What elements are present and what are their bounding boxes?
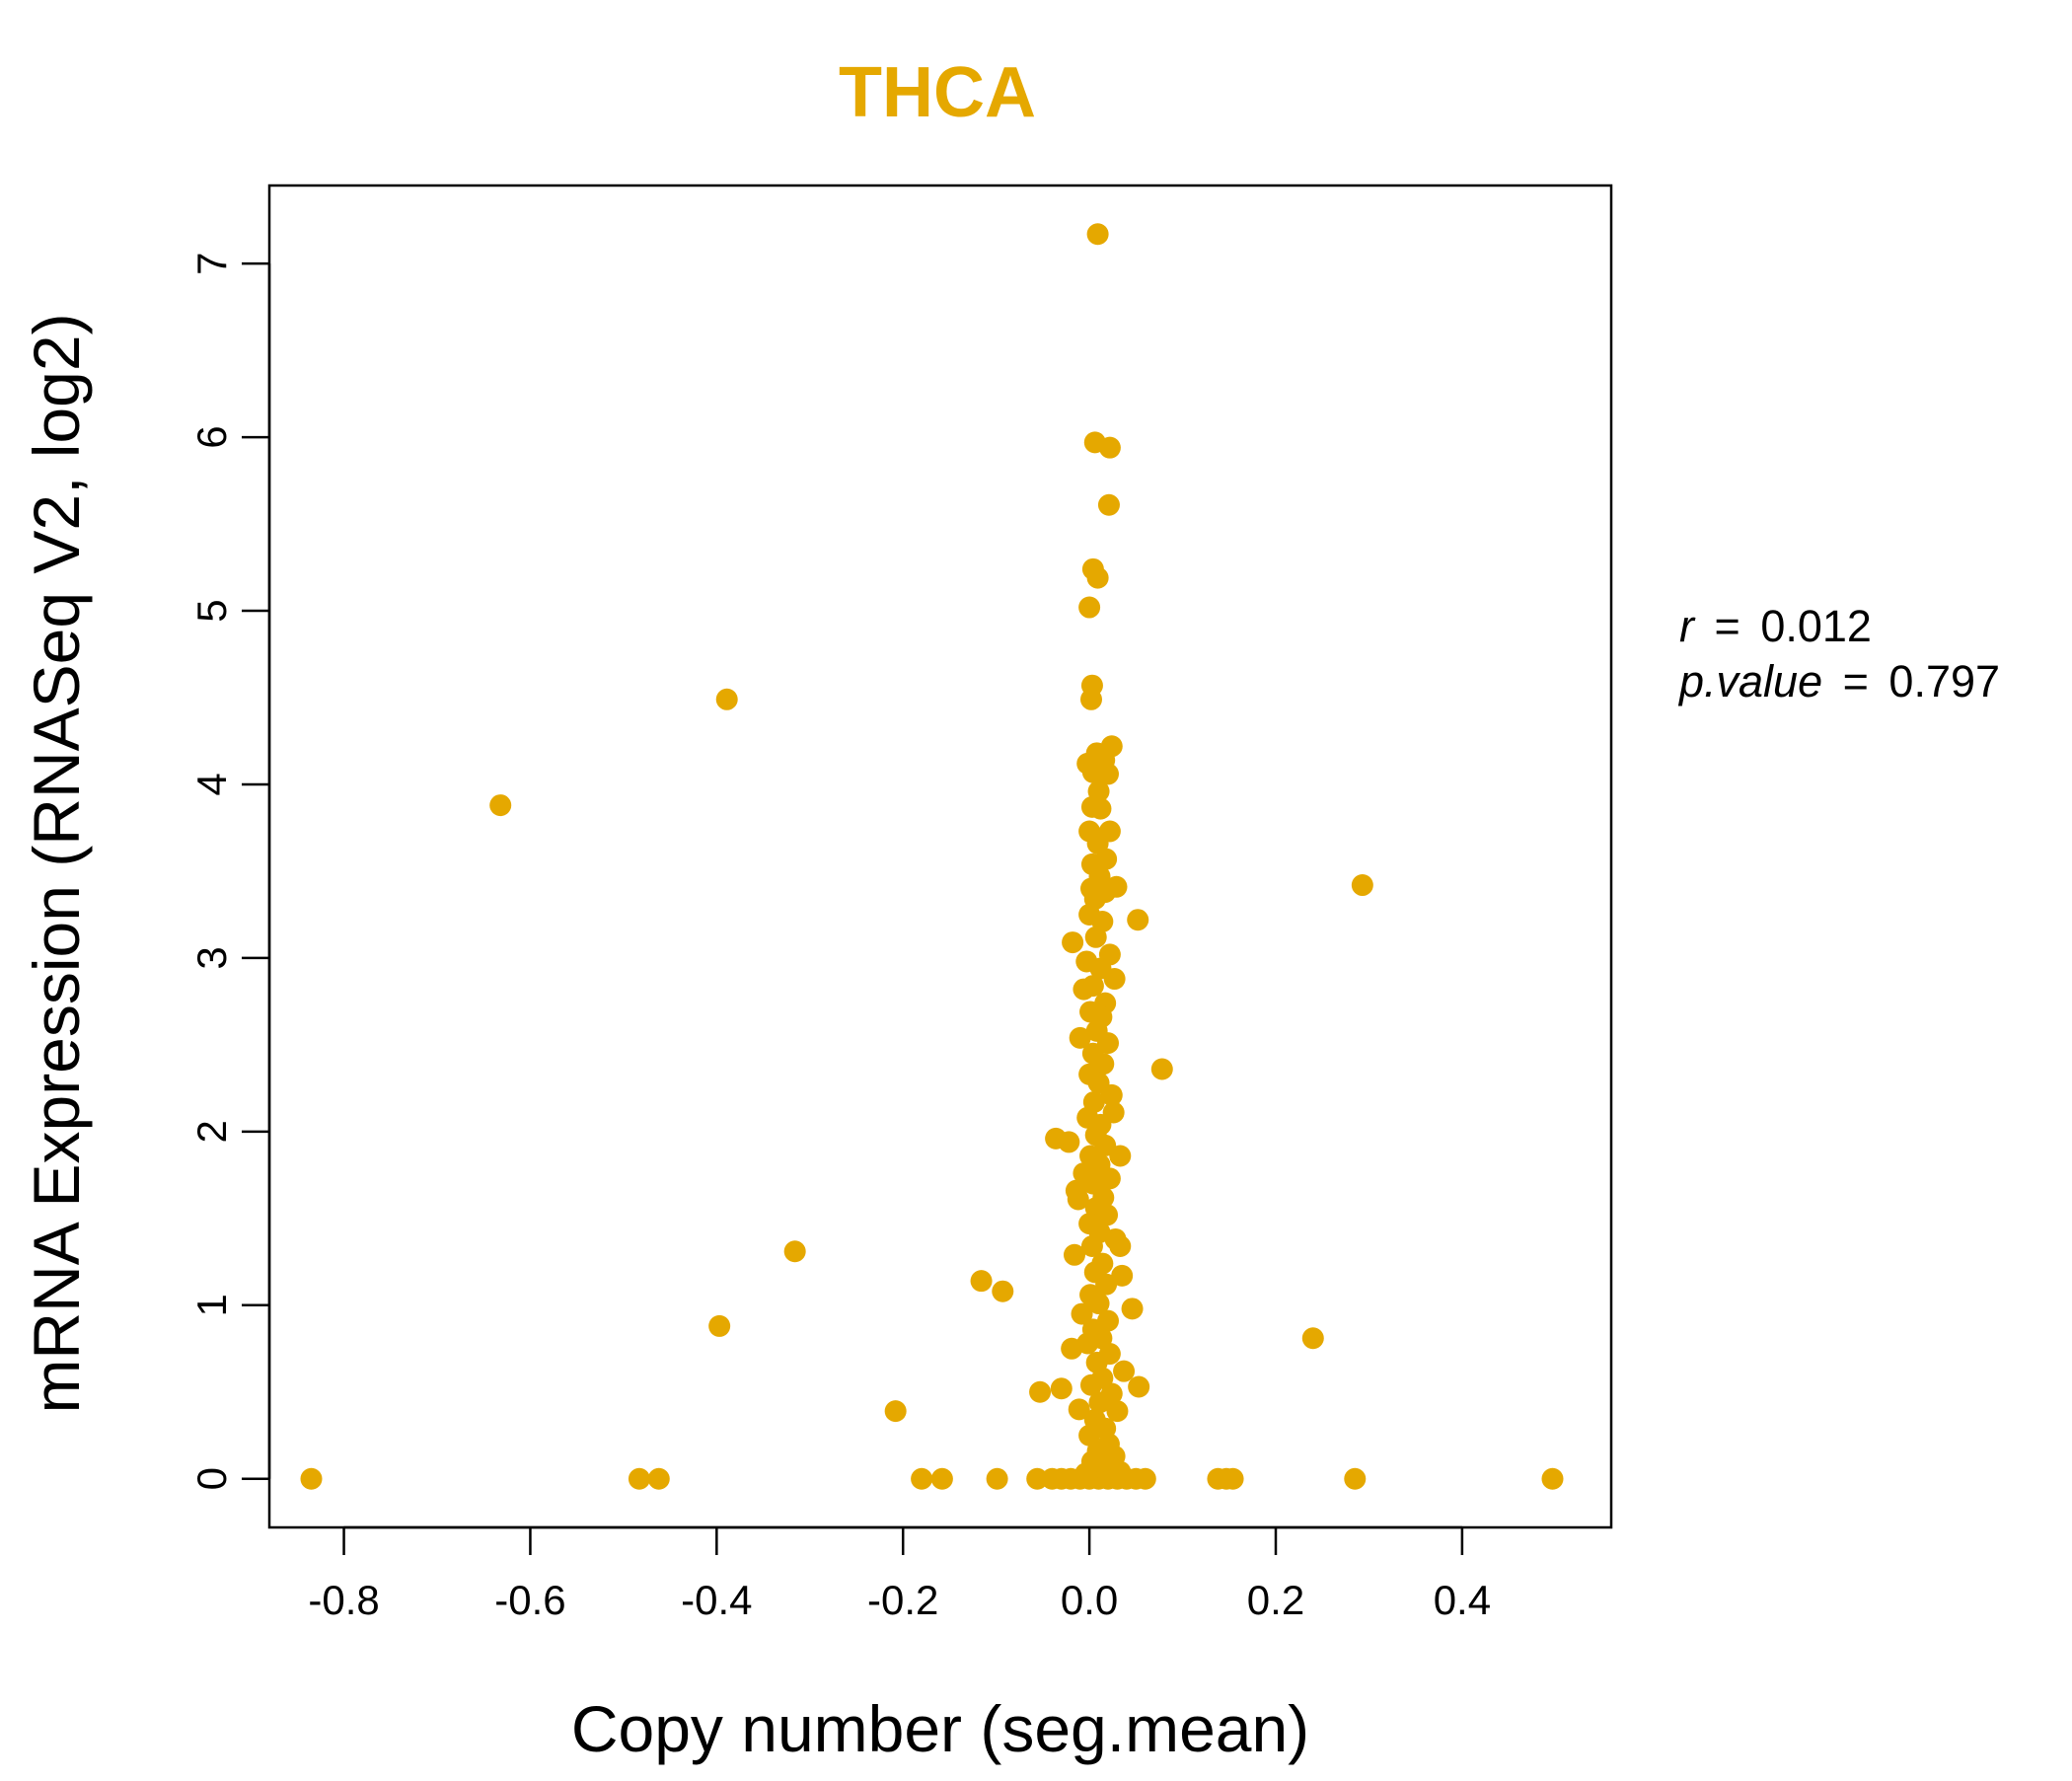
x-tick-label: -0.8 (308, 1577, 379, 1623)
data-point (1068, 1398, 1090, 1421)
data-point (1097, 493, 1120, 516)
data-point (1086, 566, 1109, 589)
data-point (1128, 1375, 1150, 1398)
data-point (1064, 1243, 1085, 1266)
data-point (1097, 763, 1119, 785)
data-point (1029, 1380, 1052, 1403)
data-point (715, 688, 738, 710)
data-point (1092, 1457, 1115, 1480)
data-point (1096, 1204, 1119, 1226)
data-point (1080, 1373, 1102, 1396)
data-point (1058, 1131, 1080, 1153)
data-point (1073, 978, 1095, 1001)
x-tick-label: 0.4 (1434, 1577, 1491, 1623)
correlation-stats: r = 0.012 p.value = 0.797 (1677, 601, 2000, 706)
data-point (1089, 797, 1112, 820)
x-tick-label: 0.0 (1061, 1577, 1118, 1623)
x-tick-label: -0.2 (867, 1577, 938, 1623)
data-point (628, 1467, 650, 1490)
data-point (986, 1467, 1008, 1490)
y-tick-label: 7 (188, 252, 235, 274)
r-statistic: r = 0.012 (1679, 601, 1872, 651)
data-point (930, 1467, 953, 1490)
data-point (1541, 1467, 1564, 1490)
data-points (300, 223, 1564, 1490)
data-point (1301, 1327, 1324, 1350)
x-tick-label: 0.2 (1247, 1577, 1304, 1623)
data-point (911, 1467, 933, 1490)
r-eq: = (1715, 601, 1740, 651)
data-point (1098, 1167, 1121, 1190)
data-point (992, 1280, 1014, 1302)
data-point (1087, 1293, 1110, 1315)
y-axis: 0 1 2 3 4 5 6 7 (188, 252, 271, 1490)
data-point (1026, 1467, 1049, 1490)
y-tick-label: 2 (188, 1120, 235, 1143)
data-point (1095, 1273, 1118, 1296)
y-tick-label: 4 (188, 773, 235, 795)
data-point (1106, 1400, 1129, 1423)
data-point (970, 1270, 993, 1293)
p-value: 0.797 (1888, 656, 2000, 706)
data-point (1109, 1460, 1132, 1483)
data-point (1121, 1298, 1144, 1320)
data-point (1150, 1058, 1173, 1080)
p-label: p.value (1677, 656, 1822, 706)
data-point (489, 794, 512, 817)
data-point (1113, 1360, 1136, 1382)
r-label: r (1679, 601, 1696, 651)
data-point (1061, 1337, 1083, 1360)
data-point (1050, 1377, 1073, 1400)
data-point (1127, 909, 1149, 931)
y-axis-label: mRNA Expression (RNASeq V2, log2) (20, 313, 93, 1413)
data-point (647, 1467, 670, 1490)
data-point (300, 1467, 323, 1490)
data-point (1098, 436, 1121, 459)
data-point (1062, 931, 1084, 954)
data-point (1111, 1264, 1134, 1287)
chart-title: THCA (839, 53, 1036, 132)
data-point (1071, 1302, 1093, 1325)
data-point (1074, 1462, 1097, 1485)
data-point (1344, 1467, 1367, 1490)
data-point (783, 1240, 806, 1263)
data-point (1069, 1026, 1091, 1049)
x-tick-label: -0.4 (681, 1577, 752, 1623)
data-point (1067, 1188, 1089, 1211)
y-tick-label: 6 (188, 425, 235, 448)
data-point (884, 1400, 907, 1423)
data-point (1080, 1234, 1103, 1257)
data-point (1104, 1227, 1127, 1250)
x-axis-label: Copy number (seg.mean) (571, 1692, 1309, 1765)
r-value: 0.012 (1760, 601, 1872, 651)
data-point (1100, 1083, 1123, 1106)
data-point (1134, 1467, 1156, 1490)
data-point (1351, 874, 1373, 897)
data-point (708, 1314, 731, 1337)
p-value-statistic: p.value = 0.797 (1677, 656, 2000, 706)
x-axis: -0.8 -0.6 -0.4 -0.2 0.0 0.2 0.4 (308, 1525, 1491, 1623)
y-tick-label: 5 (188, 599, 235, 622)
x-tick-label: -0.6 (494, 1577, 565, 1623)
data-point (1086, 223, 1109, 246)
y-tick-label: 0 (188, 1467, 235, 1490)
data-point (1221, 1467, 1244, 1490)
data-point (1078, 596, 1101, 619)
y-tick-label: 1 (188, 1294, 235, 1316)
data-point (1088, 1391, 1111, 1414)
data-point (1084, 926, 1107, 948)
data-point (1103, 968, 1126, 991)
p-eq: = (1843, 656, 1869, 706)
y-tick-label: 3 (188, 946, 235, 969)
data-point (1080, 688, 1102, 710)
